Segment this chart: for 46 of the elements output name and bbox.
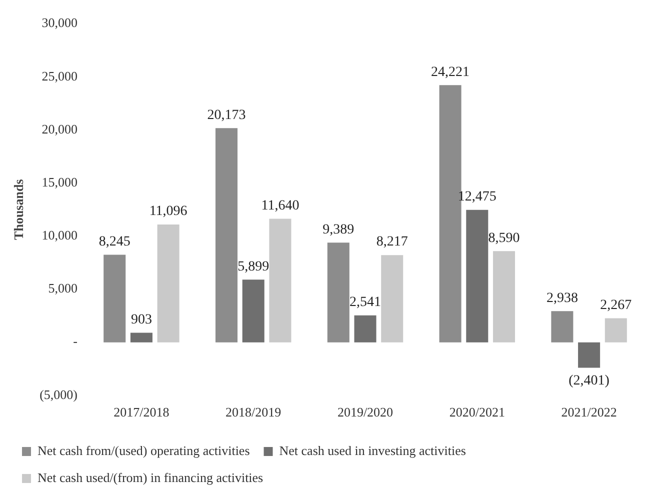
data-label: 8,217 (376, 234, 408, 250)
bar (215, 128, 238, 342)
legend-label: Net cash used in investing activities (279, 442, 466, 458)
x-tick-label: 2021/2022 (561, 404, 617, 420)
y-axis-title: Thousands (11, 179, 26, 240)
data-label: 8,245 (98, 234, 130, 250)
x-tick-label: 2017/2018 (114, 404, 170, 420)
y-tick-label: 20,000 (42, 121, 78, 136)
bar (604, 318, 627, 342)
data-label: 2,267 (600, 298, 632, 313)
data-label: 12,475 (458, 190, 496, 205)
bar (269, 218, 292, 342)
bar (466, 210, 488, 342)
bar (551, 311, 574, 342)
y-tick-label: - (73, 334, 78, 349)
bar (578, 342, 600, 368)
y-tick-label: 5,000 (48, 280, 78, 296)
y-tick-label: 25,000 (42, 68, 78, 84)
bar (354, 315, 376, 342)
x-tick-label: 2018/2019 (226, 404, 282, 420)
bar (242, 280, 264, 342)
data-label: 11,640 (261, 198, 300, 214)
data-label: (2,401) (568, 373, 610, 388)
data-label: 8,590 (488, 230, 520, 246)
y-tick-label: (5,000) (40, 386, 78, 402)
x-tick-label: 2020/2021 (449, 404, 505, 420)
data-label: 20,173 (207, 108, 246, 123)
data-label: 2,541 (350, 295, 382, 310)
bar (130, 332, 152, 342)
data-label: 11,096 (149, 204, 188, 220)
bar (493, 251, 516, 342)
legend-label: Net cash from/(used) operating activities (38, 442, 250, 458)
legend-label: Net cash used/(from) in financing activities (38, 470, 264, 485)
bar (381, 255, 404, 342)
bar (157, 224, 180, 342)
data-label: 2,938 (546, 290, 578, 306)
data-label: 903 (130, 312, 152, 328)
data-label: 9,389 (322, 222, 354, 238)
data-label: 24,221 (431, 64, 470, 80)
y-tick-label: 30,000 (42, 15, 78, 30)
y-tick-label: 10,000 (42, 228, 78, 243)
bar (327, 242, 350, 342)
y-tick-label: 15,000 (42, 174, 78, 190)
data-label: 5,899 (238, 259, 270, 274)
x-tick-label: 2019/2020 (337, 404, 394, 420)
bar (104, 254, 126, 342)
